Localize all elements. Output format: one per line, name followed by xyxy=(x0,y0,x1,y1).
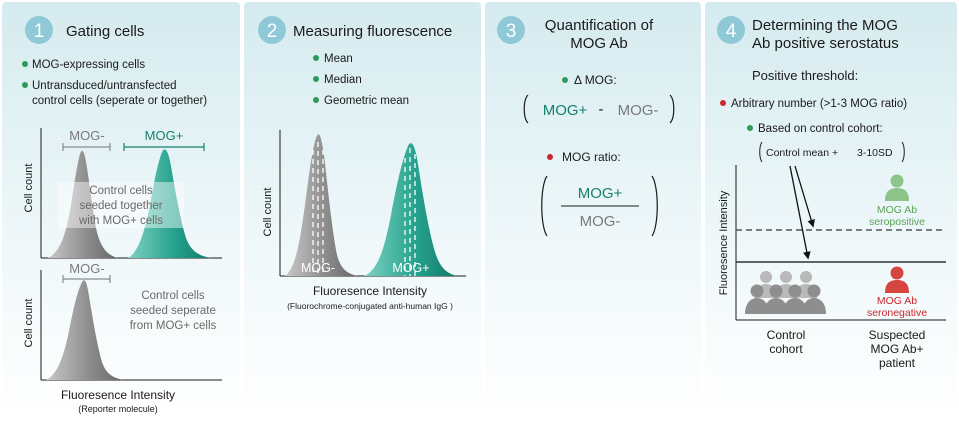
panel-2-background xyxy=(244,2,481,419)
mog-neg-label: MOG- xyxy=(69,128,104,143)
panel-1-bottom-ylabel: Cell count xyxy=(23,299,35,348)
delta-mog-label: Δ MOG: xyxy=(574,73,617,87)
panel-2-xsublabel: (Fluorochrome-conjugated anti-human IgG … xyxy=(287,301,453,311)
panel-3: 3 Quantification of MOG Ab Δ MOG: MOG+ -… xyxy=(497,16,675,237)
panel-2-ylabel: Cell count xyxy=(262,188,274,237)
panel-3-title-line-2: MOG Ab xyxy=(570,35,628,52)
panel-1-bullet-2: Untransduced/untransfected xyxy=(32,80,176,92)
panel-1-top-ylabel: Cell count xyxy=(23,164,35,213)
bullet-dot xyxy=(547,154,553,160)
xcat-control-line-1: Control xyxy=(767,328,806,342)
xcat-patient-line-1: Suspected xyxy=(869,328,926,342)
panel-1-bullet-2-cont: control cells (seperate or together) xyxy=(32,95,207,107)
mog-neg-peak xyxy=(48,150,118,258)
mog-ratio-label: MOG ratio: xyxy=(562,150,621,164)
arrow-to-solid xyxy=(789,165,811,260)
step-3-circle xyxy=(497,16,525,44)
panel-1: 1 Gating cells MOG-expressing cells Untr… xyxy=(22,16,222,414)
bullet-dot xyxy=(22,82,28,88)
delta-right-bracket xyxy=(669,94,675,124)
arrow-to-dashed xyxy=(794,165,815,228)
mog-neg-label-p2: MOG- xyxy=(301,261,335,275)
mog-pos-peak-p2 xyxy=(364,143,458,276)
panel-1-top-note-line-3: with MOG+ cells xyxy=(78,215,163,227)
bullet-dot xyxy=(313,97,319,103)
panel-2-bullet-3: Geometric mean xyxy=(324,95,409,107)
panel-4-background xyxy=(705,2,957,419)
panel-1-bottom-note-line-2: seeded seperate xyxy=(130,305,216,317)
seronegative-label-line-2: seronegative xyxy=(867,307,927,319)
mog-pos-peak xyxy=(128,149,212,258)
bullet-dot xyxy=(313,76,319,82)
panel-2-title: Measuring fluorescence xyxy=(293,23,452,40)
delta-left-bracket xyxy=(523,94,529,124)
panel-4-title-line-1: Determining the MOG xyxy=(752,17,898,34)
seronegative-person-icon xyxy=(885,266,909,293)
panel-1-bottom-histogram: Cell count MOG- Control cells seeded sep… xyxy=(23,261,222,381)
mog-pos-label: MOG+ xyxy=(145,128,184,143)
panel-2-bullet-2: Median xyxy=(324,74,362,86)
panel-1-bottom-note-line-1: Control cells xyxy=(141,290,205,302)
panel-2: 2 Measuring fluorescence Mean Median Geo… xyxy=(258,16,466,311)
bullet-dot xyxy=(747,125,753,131)
mog-neg-peak-p2 xyxy=(285,134,358,276)
mog-pos-label-p2: MOG+ xyxy=(392,261,429,275)
delta-mog-pos: MOG+ xyxy=(543,102,588,119)
formula-control-mean: Control mean + xyxy=(766,147,838,159)
delta-minus: - xyxy=(599,101,604,118)
bullet-dot xyxy=(313,55,319,61)
panel-4-ylabel: Fluoresence Intensity xyxy=(718,190,730,295)
xcat-control-line-2: cohort xyxy=(769,342,803,356)
seropositive-person-icon xyxy=(885,174,909,201)
formula-right-bracket xyxy=(901,141,905,163)
panel-1-title: Gating cells xyxy=(66,23,144,40)
step-3-number: 3 xyxy=(506,21,517,42)
threshold-heading: Positive threshold: xyxy=(752,68,858,83)
ratio-numerator: MOG+ xyxy=(578,185,623,202)
step-1-circle xyxy=(25,16,53,44)
threshold-arbitrary: Arbitrary number (>1-3 MOG ratio) xyxy=(731,98,907,110)
panel-1-top-histogram: Cell count MOG- MOG+ Control cells seede… xyxy=(23,128,222,259)
panel-1-xlabel: Fluoresence Intensity xyxy=(61,388,175,402)
threshold-control: Based on control cohort: xyxy=(758,123,883,135)
panel-2-histogram: Cell count MOG- MOG+ xyxy=(262,130,466,277)
panel-3-background xyxy=(485,2,701,419)
bullet-dot xyxy=(562,77,568,83)
step-2-number: 2 xyxy=(267,21,278,42)
panel-1-background xyxy=(2,2,240,419)
panel-1-xsublabel: (Reporter molecule) xyxy=(78,404,158,414)
xcat-patient-line-3: patient xyxy=(879,356,916,370)
seronegative-label-line-1: MOG Ab xyxy=(877,295,917,307)
formula-sd: 3-10SD xyxy=(857,147,893,159)
seropositive-label-line-2: seropositive xyxy=(869,216,925,228)
step-4-circle xyxy=(717,16,745,44)
panel-2-xlabel: Fluoresence Intensity xyxy=(313,284,427,298)
control-cohort-people-icon xyxy=(745,271,826,314)
step-2-circle xyxy=(258,16,286,44)
ratio-left-bracket xyxy=(541,175,548,237)
note-backdrop xyxy=(58,182,184,228)
ratio-denominator: MOG- xyxy=(580,213,621,230)
ratio-right-bracket xyxy=(651,175,658,237)
mog-neg-peak-separate xyxy=(46,280,124,380)
panel-4: 4 Determining the MOG Ab positive serost… xyxy=(717,16,946,370)
panel-1-top-note-line-2: seeded together xyxy=(79,200,162,212)
bullet-dot xyxy=(22,61,28,67)
panel-4-title-line-2: Ab positive serostatus xyxy=(752,35,899,52)
delta-mog-neg: MOG- xyxy=(618,102,659,119)
panel-2-bullet-1: Mean xyxy=(324,53,353,65)
panel-1-top-note-line-1: Control cells xyxy=(89,185,153,197)
bullet-dot xyxy=(720,100,726,106)
panel-1-bottom-note-line-3: from MOG+ cells xyxy=(130,320,217,332)
formula-left-bracket xyxy=(759,141,763,163)
seropositive-label-line-1: MOG Ab xyxy=(877,204,917,216)
panel-1-bullet-1: MOG-expressing cells xyxy=(32,59,145,71)
step-4-number: 4 xyxy=(726,21,737,42)
panel-3-title-line-1: Quantification of xyxy=(545,17,654,34)
mog-neg-label-bottom: MOG- xyxy=(69,261,104,276)
xcat-patient-line-2: MOG Ab+ xyxy=(870,342,923,356)
step-1-number: 1 xyxy=(34,21,45,42)
